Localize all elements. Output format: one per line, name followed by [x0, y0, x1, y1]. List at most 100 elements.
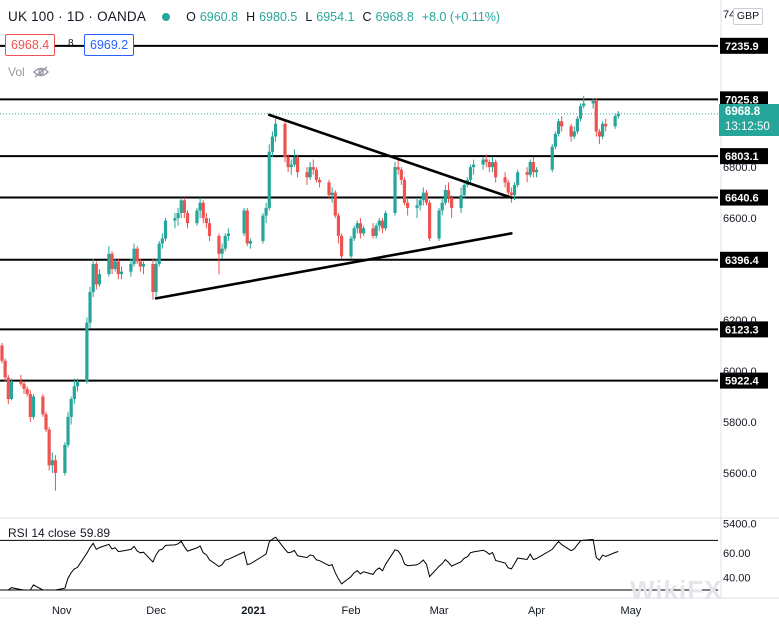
- candle-body: [396, 167, 400, 170]
- candle-body: [264, 207, 268, 216]
- candle-body: [22, 383, 26, 389]
- level-tag: [720, 251, 768, 268]
- level-tag: [720, 91, 768, 108]
- open-label: O: [186, 9, 196, 24]
- eye-hidden-icon[interactable]: [32, 66, 49, 78]
- close-label: C: [362, 9, 372, 24]
- candle-body: [490, 162, 495, 168]
- candle-body: [25, 388, 29, 394]
- candle-body: [63, 444, 67, 473]
- trendlines[interactable]: [154, 113, 513, 300]
- candle-body: [195, 210, 199, 224]
- candle-body: [47, 429, 51, 466]
- candle-body: [119, 271, 124, 275]
- level-label: 7235.9: [725, 41, 759, 53]
- candle-body: [531, 162, 535, 173]
- current-price-tag: 6968.8 13:12:50: [719, 104, 779, 136]
- candle-body: [94, 263, 98, 285]
- axes: 7400.06800.06600.06200.06000.05800.05600…: [52, 9, 757, 617]
- candle-body: [462, 184, 466, 196]
- candle-body: [185, 212, 190, 224]
- candle-body: [157, 243, 161, 264]
- candle-body: [273, 123, 278, 137]
- candle-body: [267, 151, 271, 208]
- currency-badge[interactable]: GBP: [733, 8, 763, 25]
- candle-body: [201, 202, 205, 219]
- candle-body: [85, 322, 89, 382]
- candle-body: [487, 162, 491, 168]
- chart-legend-header: UK 100 · 1D · OANDA O 6960.8 H 6980.5 L 695…: [8, 9, 504, 24]
- time-tick-label: Apr: [528, 605, 545, 617]
- candle-body: [556, 121, 561, 134]
- candle-body: [509, 192, 513, 196]
- candle-body: [440, 202, 444, 211]
- candle-body: [28, 393, 32, 417]
- candle-body: [75, 381, 80, 387]
- candle-body: [135, 248, 139, 262]
- candle-body: [3, 360, 7, 378]
- current-price-value: 6968.8: [725, 106, 761, 118]
- candle-body: [308, 167, 312, 178]
- candle-body: [418, 200, 422, 206]
- level-tag: [720, 372, 768, 389]
- candle-body: [371, 228, 375, 236]
- time-tick-label: Mar: [430, 605, 449, 617]
- level-label: 6123.3: [725, 324, 759, 336]
- bar-countdown: 13:12:50: [725, 121, 770, 133]
- rsi-legend[interactable]: RSI 14 close 59.89: [8, 526, 110, 540]
- grid: [0, 0, 779, 599]
- symbol-title[interactable]: UK 100 · 1D · OANDA: [8, 9, 147, 24]
- candle-body: [242, 210, 246, 234]
- sell-price-button[interactable]: 6968.4: [5, 34, 56, 56]
- candle-body: [44, 414, 48, 430]
- candle-body: [402, 179, 407, 203]
- candle-body: [484, 159, 488, 163]
- buy-price-button[interactable]: 6969.2: [84, 34, 135, 56]
- change-value: +8.0 (+0.11%): [421, 9, 501, 24]
- rsi-title: RSI 14 close: [8, 526, 77, 540]
- candle-body: [198, 202, 202, 211]
- candle-body: [582, 103, 586, 106]
- candle-body: [424, 192, 429, 203]
- price-tick-label: 5400.0: [723, 519, 757, 531]
- price-tick-label: 5800.0: [723, 417, 757, 429]
- candles[interactable]: [0, 95, 620, 491]
- candle-body: [132, 248, 136, 264]
- level-tag: [720, 37, 768, 54]
- candle-body: [613, 116, 617, 127]
- candle-body: [311, 167, 315, 170]
- trendline-descending: [267, 113, 513, 200]
- watermark: WikiFX: [630, 575, 723, 605]
- candle-body: [270, 136, 275, 152]
- candle-body: [327, 182, 331, 196]
- candle-body: [512, 184, 517, 196]
- candle-body: [604, 123, 608, 127]
- candle-body: [160, 238, 164, 244]
- candle-body: [107, 253, 111, 275]
- candle-body: [226, 233, 230, 236]
- candle-body: [450, 197, 454, 208]
- candle-body: [151, 263, 155, 293]
- candle-body: [594, 100, 598, 132]
- candle-body: [50, 460, 54, 466]
- price-tick-label: 6000.0: [723, 366, 757, 378]
- candle-body: [97, 274, 102, 285]
- volume-legend[interactable]: Vol: [8, 65, 49, 79]
- candle-body: [503, 177, 507, 183]
- candle-body: [116, 261, 120, 275]
- candle-body: [141, 263, 146, 267]
- candle-body: [72, 386, 76, 400]
- candle-body: [528, 162, 532, 175]
- candle-body: [176, 212, 180, 219]
- candle-body: [292, 156, 297, 165]
- candle-body: [572, 131, 576, 137]
- candle-body: [289, 164, 293, 168]
- candle-body: [207, 223, 212, 236]
- candle-body: [361, 228, 366, 234]
- candle-body: [415, 205, 419, 208]
- candle-body: [384, 212, 388, 229]
- time-tick-label: 2021: [241, 605, 265, 617]
- candle-body: [534, 169, 539, 173]
